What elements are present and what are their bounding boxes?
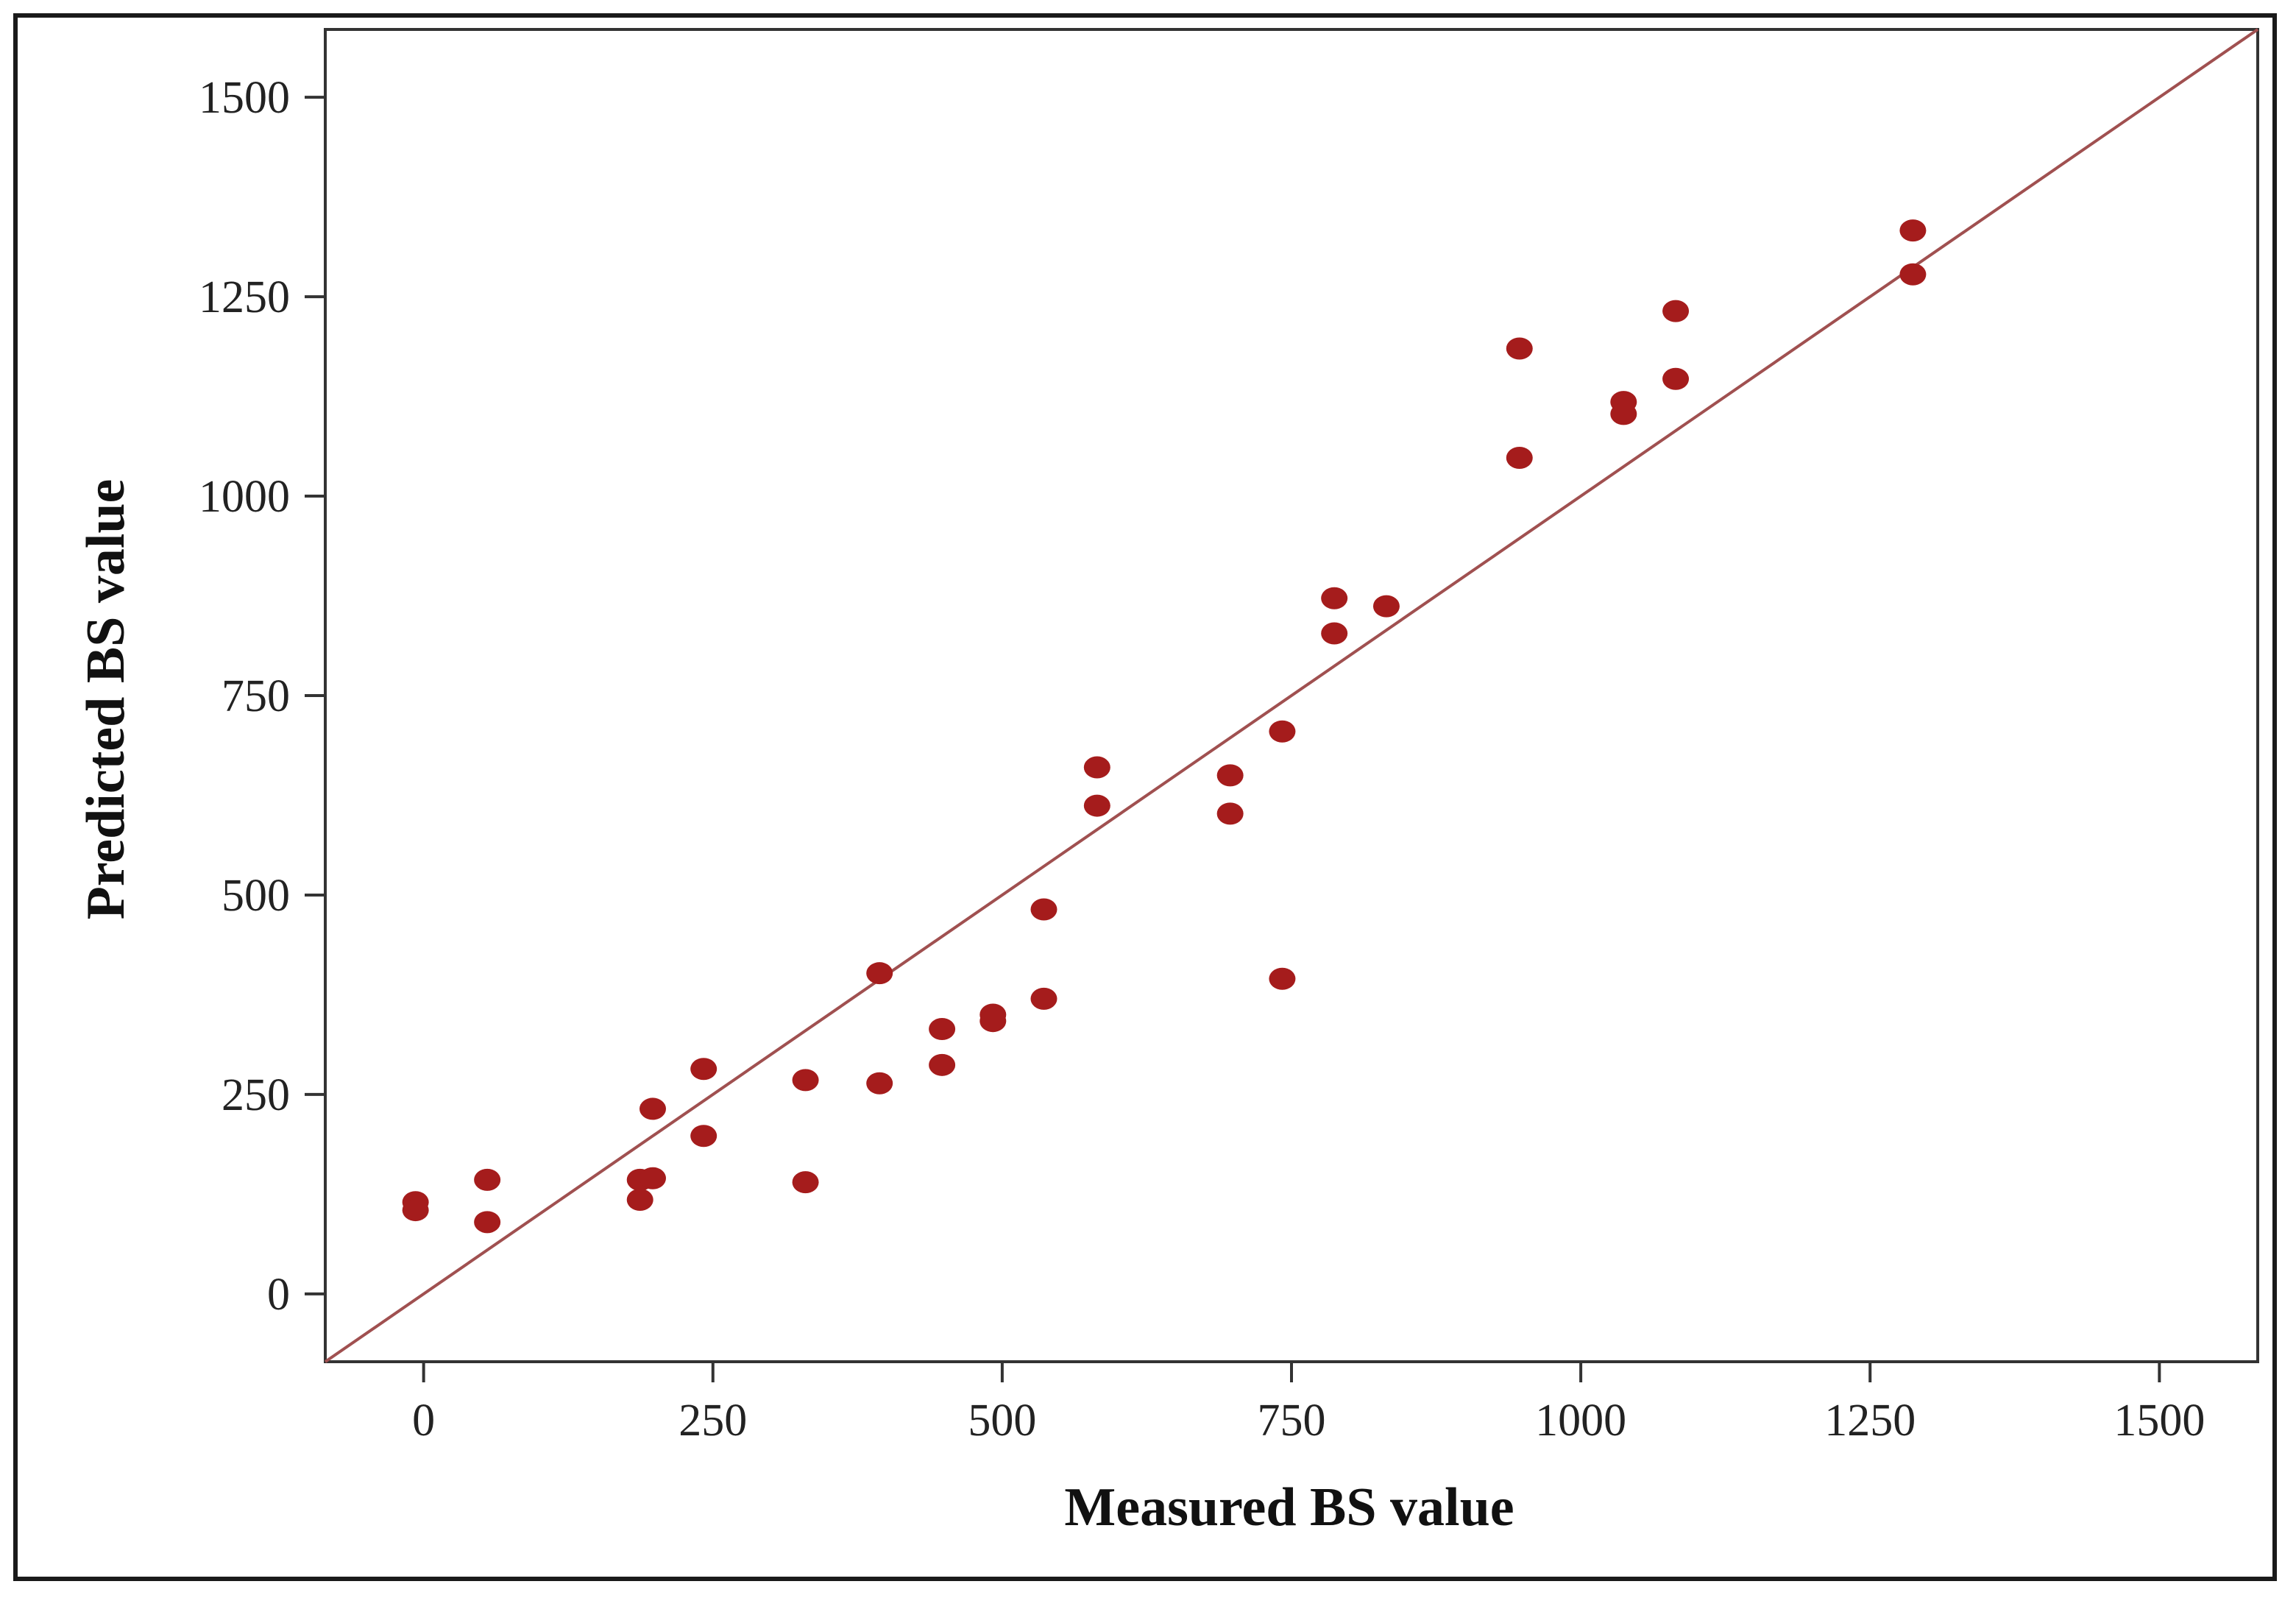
data-point [1083, 756, 1110, 779]
y-tick-label: 1250 [199, 272, 290, 322]
data-point [474, 1168, 501, 1191]
data-point [1216, 764, 1244, 787]
y-tick-label: 750 [222, 671, 290, 721]
data-point [1899, 263, 1927, 286]
data-point [1662, 367, 1690, 390]
data-point [929, 1018, 956, 1041]
y-tick-label: 250 [222, 1070, 290, 1120]
data-point [626, 1188, 653, 1211]
y-tick-label: 1500 [199, 73, 290, 123]
axis-ticks: 0 250 500 750 1000 1250 1500 0 250 500 750 1000 1250… [199, 73, 2205, 1446]
plot-area [324, 28, 2259, 1363]
data-point [639, 1167, 667, 1189]
data-point [1372, 595, 1400, 618]
data-point [1506, 337, 1533, 360]
x-tick-label: 1250 [1824, 1396, 1916, 1446]
y-tick-label: 0 [267, 1270, 290, 1320]
x-tick-label: 1000 [1535, 1396, 1626, 1446]
data-point [1506, 447, 1533, 470]
y-axis-title: Predicted BS value [76, 479, 136, 920]
data-point [1662, 300, 1690, 322]
data-point [1030, 898, 1057, 921]
data-point [792, 1069, 819, 1092]
data-point [1083, 794, 1110, 817]
data-point [474, 1211, 501, 1234]
x-axis-title: Measured BS value [1064, 1477, 1514, 1538]
data-point [1321, 622, 1348, 645]
data-points [402, 219, 1927, 1234]
data-point [1321, 587, 1348, 609]
data-point [792, 1171, 819, 1194]
y-tick-label: 1000 [199, 472, 290, 522]
data-point [979, 1010, 1007, 1033]
data-point [866, 962, 893, 985]
x-tick-label: 1500 [2113, 1396, 2205, 1446]
data-point [639, 1097, 667, 1120]
data-point [690, 1058, 718, 1081]
reference-line [324, 28, 2259, 1363]
y-tick-label: 500 [222, 871, 290, 921]
data-point [690, 1125, 718, 1148]
data-point [929, 1053, 956, 1076]
data-point [402, 1199, 429, 1222]
data-point [866, 1072, 893, 1095]
data-point [1030, 987, 1057, 1010]
data-point [1216, 802, 1244, 825]
data-point [1269, 720, 1296, 743]
x-tick-label: 250 [678, 1396, 747, 1446]
x-tick-label: 0 [412, 1396, 435, 1446]
data-point [1899, 219, 1927, 242]
x-tick-label: 750 [1258, 1396, 1326, 1446]
x-tick-label: 500 [968, 1396, 1036, 1446]
data-point [1610, 403, 1637, 425]
data-point [1269, 967, 1296, 990]
